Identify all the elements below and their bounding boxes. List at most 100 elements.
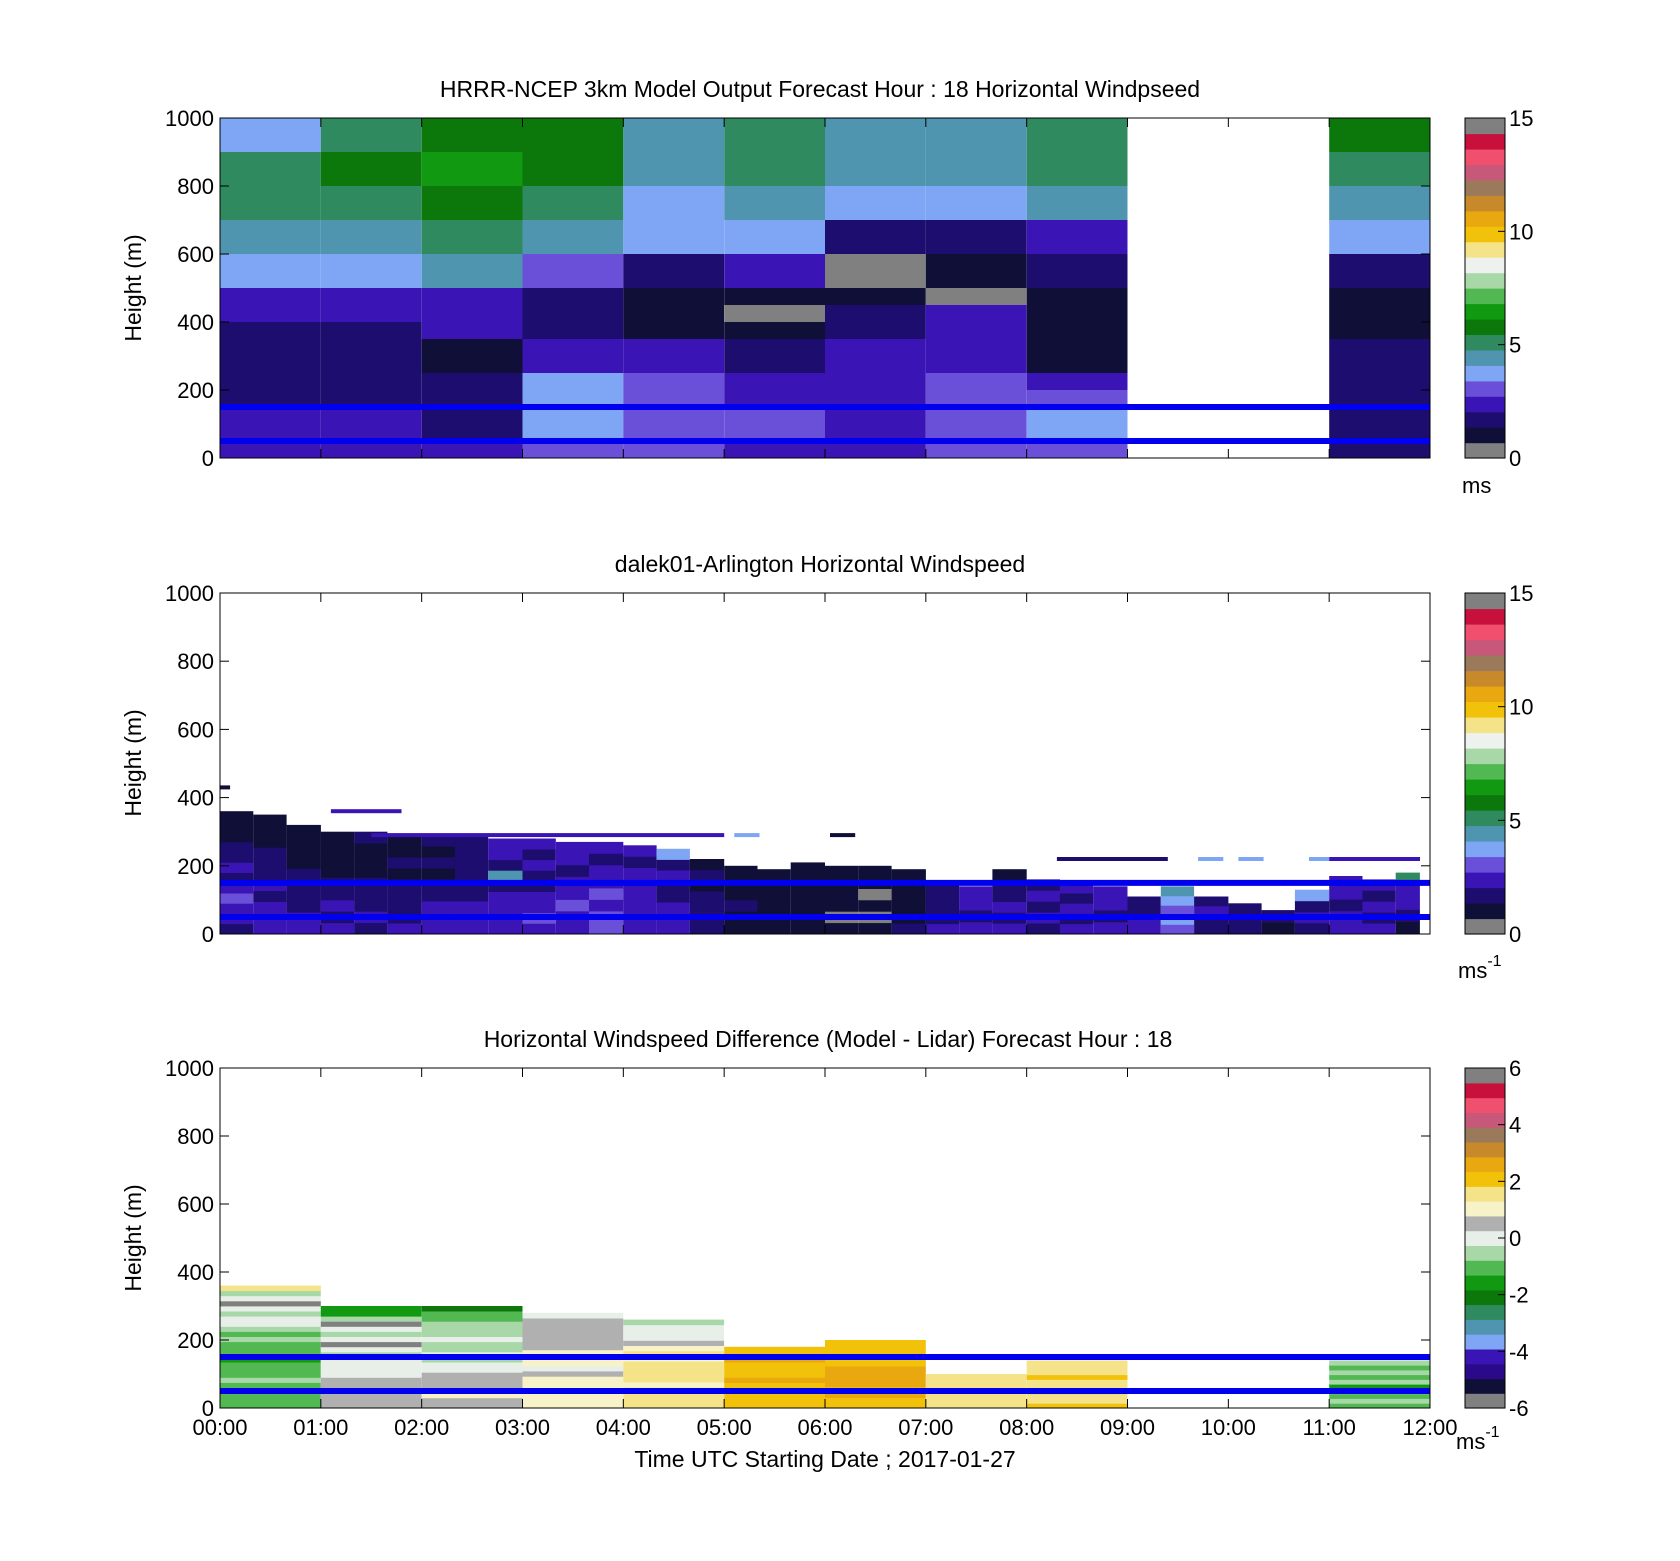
heatmap-cell	[488, 881, 523, 892]
heatmap-cell	[1329, 1360, 1430, 1366]
heatmap-cell	[724, 339, 825, 373]
heatmap-cell	[1026, 118, 1128, 186]
heatmap-cell	[790, 862, 825, 873]
heatmap-cell	[320, 356, 422, 407]
y-tick-label: 1000	[165, 1056, 214, 1081]
colorbar-swatch	[1465, 179, 1505, 196]
heatmap-streak	[371, 833, 725, 838]
heatmap-cell	[220, 254, 321, 288]
heatmap-cell	[253, 923, 287, 935]
heatmap-cell	[1160, 886, 1195, 897]
heatmap-cell	[421, 118, 523, 152]
heatmap-cell	[522, 441, 624, 458]
heatmap-cell	[1026, 890, 1060, 902]
heatmap-cell	[488, 902, 523, 914]
colorbar-swatch	[1465, 442, 1505, 459]
heatmap-cell	[623, 118, 725, 186]
heatmap-cell	[1127, 905, 1161, 916]
heatmap-cell	[220, 831, 254, 843]
heatmap-cell	[253, 868, 287, 881]
heatmap-cell	[522, 373, 624, 407]
heatmap-cell	[1026, 1365, 1128, 1371]
heatmap-cell	[522, 1318, 624, 1324]
heatmap-cell	[253, 858, 287, 870]
heatmap-cell	[992, 890, 1027, 902]
heatmap-cell	[421, 901, 455, 913]
heatmap-cell	[925, 118, 1027, 152]
y-tick-label: 0	[202, 922, 214, 947]
heatmap-cell	[623, 1335, 725, 1341]
heatmap-cell	[220, 1397, 321, 1404]
heatmap-cell	[421, 186, 523, 220]
heatmap-cell	[1329, 339, 1430, 356]
heatmap-cell	[656, 859, 690, 871]
heatmap-cell	[320, 1336, 422, 1343]
y-tick-label: 600	[177, 1192, 214, 1217]
heatmap-cell	[454, 857, 489, 869]
heatmap-cell	[320, 854, 355, 867]
heatmap-cell	[656, 870, 690, 882]
heatmap-cell	[825, 339, 926, 373]
heatmap-cell	[421, 1392, 523, 1399]
heatmap-cell	[1026, 923, 1060, 935]
colorbar-swatch	[1465, 226, 1505, 243]
heatmap-cell	[757, 869, 791, 881]
heatmap-cell	[1329, 1369, 1430, 1376]
panel-lidar-x-ticks	[219, 593, 1431, 934]
heatmap-cell	[992, 901, 1027, 913]
heatmap-cell	[1329, 220, 1430, 254]
x-tick-label: 05:00	[697, 1415, 752, 1440]
heatmap-cell	[1329, 1403, 1430, 1409]
heatmap-cell	[286, 890, 321, 902]
heatmap-cell	[1329, 1379, 1430, 1385]
colorbar-swatch	[1465, 1260, 1505, 1276]
colorbar-swatch	[1465, 918, 1505, 935]
heatmap-cell	[488, 891, 523, 903]
heatmap-cell	[1329, 1365, 1430, 1371]
heatmap-cell	[925, 254, 1027, 288]
heatmap-cell	[1093, 886, 1128, 899]
heatmap-cell	[421, 1377, 523, 1383]
colorbar-swatch	[1465, 1127, 1505, 1143]
panel-difference-heatmap	[220, 1285, 1430, 1409]
heatmap-cell	[387, 923, 422, 935]
heatmap-cell	[320, 407, 422, 441]
colorbar-tick-label: 10	[1509, 219, 1533, 244]
heatmap-cell	[421, 254, 523, 288]
heatmap-cell	[1294, 922, 1330, 935]
colorbar-swatch	[1465, 318, 1505, 335]
heatmap-cell	[220, 356, 321, 390]
heatmap-cell	[387, 835, 422, 847]
colorbar-swatch	[1465, 1230, 1505, 1246]
heatmap-cell	[421, 1316, 523, 1322]
heatmap-cell	[858, 899, 892, 912]
panel-lidar-colorbar: 0 5 10 15 ms-1	[1458, 581, 1533, 983]
heatmap-cell	[387, 857, 422, 869]
heatmap-cell	[1093, 898, 1128, 911]
heatmap-cell	[522, 1344, 624, 1351]
heatmap-cell	[421, 1341, 523, 1348]
heatmap-cell	[488, 838, 523, 850]
y-tick-label: 0	[202, 446, 214, 471]
colorbar-tick-label: 6	[1509, 1056, 1521, 1081]
heatmap-cell	[488, 923, 523, 935]
heatmap-cell	[589, 853, 624, 866]
heatmap-cell	[790, 882, 825, 894]
panel-difference-ylabel: Height (m)	[120, 1184, 146, 1291]
heatmap-cell	[522, 254, 624, 288]
heatmap-cell	[1329, 152, 1430, 186]
colorbar-tick-label: 15	[1509, 106, 1533, 131]
heatmap-cell	[454, 846, 489, 858]
heatmap-cell	[555, 853, 590, 866]
heatmap-cell	[891, 923, 926, 935]
colorbar-swatch	[1465, 872, 1505, 889]
heatmap-cell	[825, 407, 926, 441]
heatmap-cell	[286, 824, 321, 837]
heatmap-cell	[724, 1367, 825, 1373]
heatmap-cell	[320, 220, 422, 254]
heatmap-cell	[1329, 441, 1430, 458]
heatmap-cell	[1026, 901, 1060, 913]
heatmap-cell	[220, 1372, 321, 1378]
heatmap-cell	[354, 888, 388, 901]
heatmap-cell	[1362, 923, 1396, 935]
